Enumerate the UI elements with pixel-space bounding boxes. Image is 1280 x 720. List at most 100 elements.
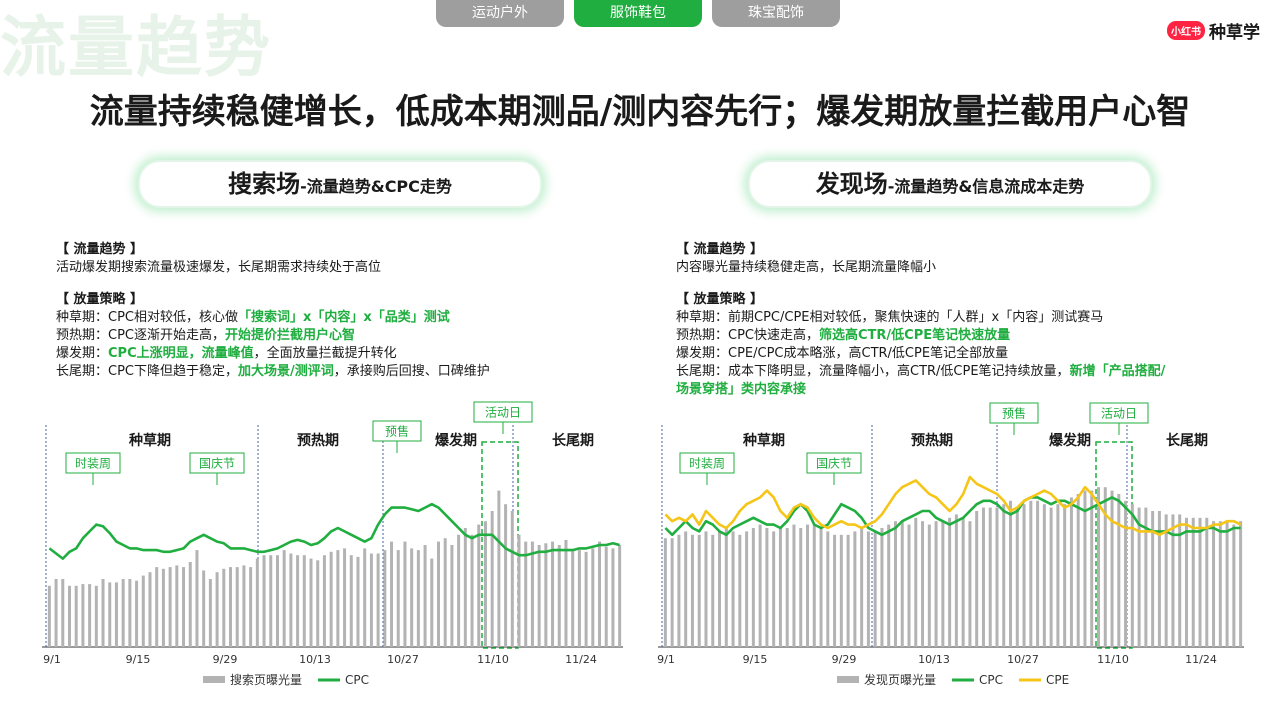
phase-label: 爆发期	[435, 432, 477, 449]
tab-sports-outdoor[interactable]: 运动户外	[436, 0, 564, 27]
bar	[663, 538, 667, 647]
bar	[376, 553, 380, 647]
bar	[833, 534, 837, 647]
strategy-line-3: 爆发期：CPE/CPC成本略涨，高CTR/低CPE笔记全部放量	[676, 346, 1009, 361]
x-tick-label: 11/24	[565, 653, 597, 666]
pill-sub-label: -流量趋势&信息流成本走势	[887, 177, 1085, 196]
annotation-label: 时装周	[75, 457, 111, 471]
bar	[1184, 517, 1188, 647]
bar	[724, 528, 728, 647]
bar	[121, 579, 125, 647]
bar	[47, 585, 51, 647]
annotation-label: 预售	[1002, 406, 1026, 421]
strategy-line-3: 爆发期：CPC上涨明显，流量峰值，全面放量拦截提升转化	[56, 345, 636, 363]
bar	[711, 534, 715, 647]
annotation-label: 活动日	[1101, 407, 1137, 421]
bar	[792, 524, 796, 647]
search-text-block: 【 流量趋势 】 活动爆发期搜索流量极速爆发，长尾期需求持续处于高位 【 放量策…	[56, 241, 636, 381]
bar	[873, 531, 877, 647]
strategy-highlight: 开始提价拦截用户心智	[225, 328, 356, 343]
tab-apparel-shoes-bags[interactable]: 服饰鞋包	[574, 0, 702, 27]
bar	[812, 524, 816, 647]
bar	[128, 579, 132, 647]
x-tick-label: 9/1	[43, 653, 61, 666]
bar	[470, 534, 474, 647]
bar	[697, 534, 701, 647]
bar	[1218, 521, 1222, 647]
bar	[148, 572, 152, 647]
bar	[423, 545, 427, 647]
bar	[1137, 507, 1141, 647]
tab-jewelry-accessories[interactable]: 珠宝配饰	[712, 0, 840, 27]
bar	[289, 553, 293, 647]
bar	[490, 511, 494, 647]
pill-sub-label: -流量趋势&CPC走势	[300, 177, 452, 196]
phase-label: 预热期	[297, 432, 339, 449]
strategy-text: 预热期：CPC快速走高，	[676, 328, 819, 343]
bar	[564, 539, 568, 647]
bar	[390, 541, 394, 647]
bar	[1056, 504, 1060, 647]
bar	[551, 541, 555, 647]
bar	[772, 531, 776, 647]
bar	[1164, 514, 1168, 647]
bar	[557, 545, 561, 647]
x-tick-label: 11/10	[1097, 653, 1129, 666]
bar	[349, 555, 353, 647]
bar	[497, 490, 501, 647]
bar	[302, 555, 306, 647]
bar	[921, 521, 925, 647]
bar	[88, 584, 92, 647]
phase-label: 种草期	[742, 432, 785, 449]
bar	[309, 558, 313, 647]
bar	[1151, 511, 1155, 647]
bar	[1171, 514, 1175, 647]
bar	[806, 524, 809, 647]
bar	[954, 514, 958, 647]
bar	[731, 531, 735, 647]
bar	[1015, 507, 1019, 647]
bar	[61, 579, 65, 647]
bar	[168, 567, 172, 647]
bar	[195, 550, 199, 647]
bar	[135, 580, 139, 647]
bar	[704, 531, 708, 647]
legend-swatch-bar	[837, 676, 859, 683]
strategy-highlight: 「搜索词」x「内容」x「品类」测试	[238, 310, 450, 325]
bar	[758, 524, 762, 647]
bar	[1069, 497, 1073, 647]
bar	[1124, 500, 1128, 647]
bar	[457, 534, 461, 647]
bar	[530, 541, 534, 647]
strategy-highlight: 场景穿搭」类内容承接	[676, 382, 807, 397]
bar	[948, 517, 952, 647]
bar	[443, 538, 447, 647]
legend-swatch-bar	[203, 676, 225, 683]
bar	[410, 548, 414, 647]
bar	[430, 558, 434, 647]
brand-logo: 小红书 种草学	[1167, 18, 1260, 43]
bar	[975, 511, 979, 647]
x-tick-label: 9/1	[657, 653, 675, 666]
strategy-line-1: 种草期：前期CPC/CPE相对较低，聚焦快速的「人群」x「内容」测试赛马	[676, 310, 1104, 325]
bar	[269, 555, 273, 647]
bar	[255, 558, 259, 647]
bar	[114, 582, 118, 647]
bar	[860, 528, 864, 647]
bar	[778, 528, 782, 647]
legend-label: CPC	[979, 673, 1003, 687]
bar	[584, 551, 588, 647]
annotation-label: 国庆节	[199, 457, 235, 471]
bar	[1036, 500, 1040, 647]
strategy-highlight: 新增「产品搭配/	[1069, 364, 1166, 379]
bar	[517, 534, 521, 647]
bar	[819, 528, 823, 647]
discover-text-block: 【 流量趋势 】 内容曝光量持续稳健走高，长尾期流量降幅小 【 放量策略 】 种…	[676, 241, 1256, 399]
trend-text: 活动爆发期搜索流量极速爆发，长尾期需求持续处于高位	[56, 260, 382, 275]
bar	[1117, 494, 1121, 647]
bar	[1029, 500, 1033, 647]
bar	[296, 555, 300, 647]
bar	[175, 565, 179, 647]
x-tick-label: 9/15	[126, 653, 151, 666]
